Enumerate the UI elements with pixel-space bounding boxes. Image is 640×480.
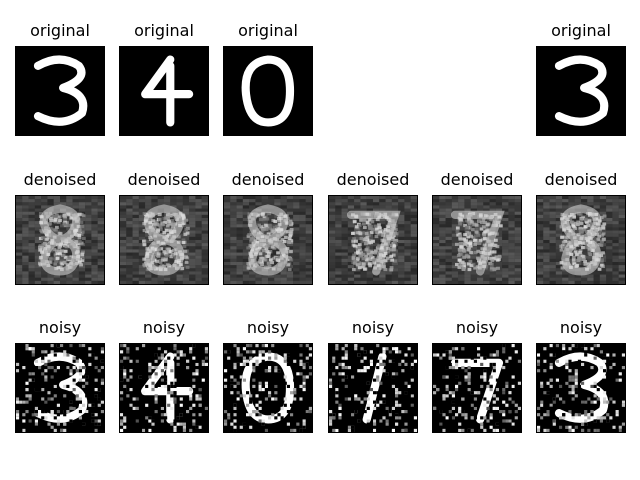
denoised-title: denoised (231, 170, 305, 189)
original-image (119, 46, 209, 136)
noisy-title: noisy (455, 318, 499, 337)
noisy-title: noisy (142, 318, 186, 337)
original-title: original (134, 21, 194, 40)
noisy-title: noisy (246, 318, 290, 337)
original-image (15, 46, 105, 136)
noisy-image (119, 343, 209, 433)
noisy-image (536, 343, 626, 433)
denoised-image (223, 195, 313, 285)
original-title: original (30, 21, 90, 40)
denoised-title: denoised (127, 170, 201, 189)
noisy-image (223, 343, 313, 433)
noisy-image (15, 343, 105, 433)
denoised-image (328, 195, 418, 285)
denoised-image (15, 195, 105, 285)
original-image (536, 46, 626, 136)
denoised-title: denoised (440, 170, 514, 189)
original-title: original (551, 21, 611, 40)
noisy-title: noisy (351, 318, 395, 337)
denoised-title: denoised (336, 170, 410, 189)
denoised-image (119, 195, 209, 285)
original-image (223, 46, 313, 136)
noisy-image (328, 343, 418, 433)
noisy-image (432, 343, 522, 433)
denoised-image (432, 195, 522, 285)
original-title: original (238, 21, 298, 40)
denoised-image (536, 195, 626, 285)
denoised-title: denoised (23, 170, 97, 189)
noisy-title: noisy (38, 318, 82, 337)
denoised-title: denoised (544, 170, 618, 189)
noisy-title: noisy (559, 318, 603, 337)
